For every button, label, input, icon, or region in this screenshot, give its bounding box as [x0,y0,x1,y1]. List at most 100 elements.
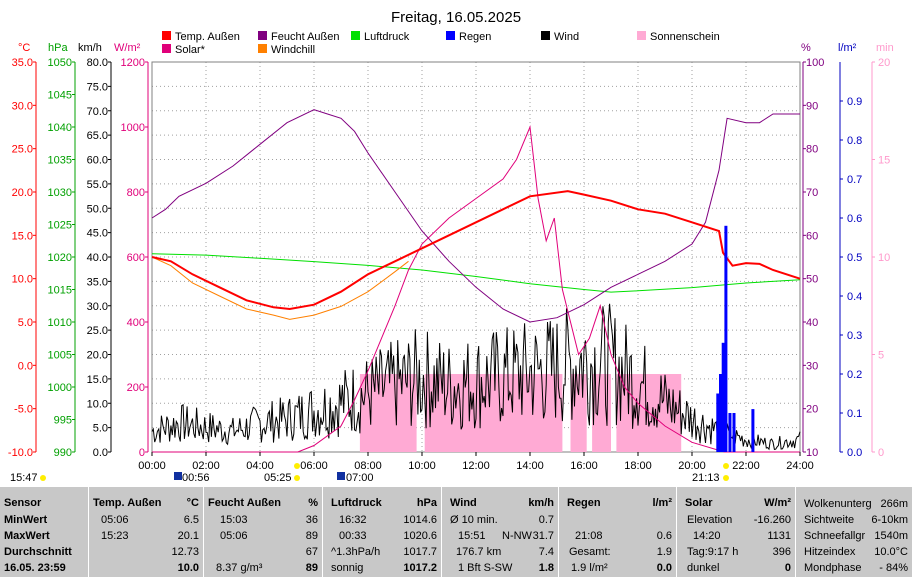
tick-wind: 75.0 [87,81,108,93]
tick-humidity: 100 [806,57,824,69]
rain-total: 1.9 [656,546,672,558]
col-rain: Regen l/m² 21:08 0.6 Gesamt: 1.9 1.9 l/m² 0.… [559,487,677,577]
legend-label: Temp. Außen [175,31,240,43]
unit-sun-min: min [876,42,894,54]
sun-marker-icon [294,475,300,481]
row-label-avg: Durchschnitt [4,546,72,558]
sunshine-block [359,374,417,452]
humidity-max: 89 [305,530,318,542]
legend-label: Regen [459,31,491,43]
col-sensor: Sensor MinWert MaxWert Durchschnitt 16.0… [0,487,89,577]
tick-humidity: 70 [806,187,818,199]
moon-phase: - 84% [879,562,908,574]
tick-wind: 5.0 [93,423,108,435]
tick-sun_min: 10 [878,252,890,264]
tick-wind: 45.0 [87,228,108,240]
tick-pressure: 1030 [48,187,72,199]
tick-solar: 1000 [121,122,145,134]
pressure-min: 1014.6 [403,514,437,526]
pressure-current: 1017.2 [403,562,437,574]
solar-max: 1131 [767,530,791,542]
tick-temp: 15.0 [12,230,33,242]
wind-day-avg: 7.4 [538,546,554,558]
tick-temp: 35.0 [12,57,33,69]
tick-rain: 0.1 [847,408,862,420]
legend-swatch [446,31,455,40]
rain-unit: l/m² [652,497,672,509]
tick-wind: 25.0 [87,325,108,337]
wind-avg-label: Ø 10 min. [450,514,498,526]
x-tick-label: 06:00 [300,460,328,472]
solar-current: 0 [784,562,791,574]
heat-index-label: Hitzeindex [804,546,856,558]
tick-humidity: 20 [806,404,818,416]
humidity-abs: 8.37 g/m³ [216,562,263,574]
sun-marker-icon [294,463,300,469]
solar-elevation-label: Elevation [687,514,733,526]
x-tick-label: 24:00 [786,460,814,472]
tick-wind: 0.0 [93,447,108,459]
x-tick-label: 14:00 [516,460,544,472]
sun-marker-icon [723,463,729,469]
tick-wind: 60.0 [87,155,108,167]
wind-avg: 0.7 [538,514,554,526]
tick-wind: 30.0 [87,301,108,313]
x-tick-label: 20:00 [678,460,706,472]
legend-swatch [162,31,171,40]
series-feucht-au-enline [151,109,800,323]
legend-label: Windchill [271,44,315,56]
x-tick-label: 04:00 [246,460,274,472]
temp-max: 20.1 [177,530,199,542]
x-axis: 00:00 02:00 04:00 06:00 08:00 10:00 12:00 14:00… [138,452,814,472]
tick-pressure: 1010 [48,317,72,329]
weather-chart: Freitag, 16.05.2025 Temp. Außen Feucht Au… [7,9,894,484]
rain-bar [751,409,755,452]
humidity-min-time: 15:03 [220,514,248,526]
tick-solar: 1200 [121,57,145,69]
unit-humidity: % [801,42,811,54]
tick-humidity: 90 [806,100,818,112]
wind-max: 31.7 [532,530,554,542]
humidity-unit: % [308,497,318,509]
time-marker-label: 00:56 [182,472,210,484]
tick-pressure: 1000 [48,382,72,394]
visibility: 6-10km [871,514,908,526]
legend-swatch [541,31,550,40]
x-tick-label: 00:00 [138,460,166,472]
unit-rain: l/m² [838,42,857,54]
wind-current: 1.8 [538,562,554,574]
temp-current: 10.0 [177,562,199,574]
rain-max-time: 21:08 [575,530,603,542]
unit-solar: W/m² [114,42,141,54]
moon-marker-icon [337,472,345,480]
temp-min: 6.5 [183,514,199,526]
pressure-avg: 1017.7 [403,546,437,558]
temp-max-time: 15:23 [101,530,129,542]
humidity-max-time: 05:06 [220,530,248,542]
tick-wind: 15.0 [87,374,108,386]
solar-header: Solar [685,497,713,509]
sun-marker-icon [723,475,729,481]
tick-wind: 70.0 [87,106,108,118]
rain-series [716,225,755,452]
moon-phase-label: Mondphase [804,562,862,574]
rain-header: Regen [567,497,601,509]
tick-rain: 0.8 [847,135,862,147]
temp-header: Temp. Außen [93,497,162,509]
solar-elevation: -16.260 [753,514,791,526]
series-windchillline [151,256,409,320]
heat-index: 10.0°C [874,546,908,558]
wind-unit: km/h [528,497,554,509]
series-luftdruckline [151,253,801,293]
tick-temp: 30.0 [12,100,33,112]
daylight-length: Tag:9:17 h [687,546,739,558]
col-pressure: Luftdruck hPa 16:32 1014.6 00:33 1020.6 ^1.… [323,487,442,577]
rain-total-label: Gesamt: [569,546,611,558]
legend: Temp. Außen Feucht Außen Luftdruck Regen Win… [162,31,720,56]
tick-pressure: 1045 [48,90,72,102]
solar-max-time: 14:20 [693,530,721,542]
time-marker-label: 07:00 [346,472,374,484]
x-tick-label: 22:00 [732,460,760,472]
sun-marker-icon [40,475,46,481]
tick-sun_min: 20 [878,57,890,69]
